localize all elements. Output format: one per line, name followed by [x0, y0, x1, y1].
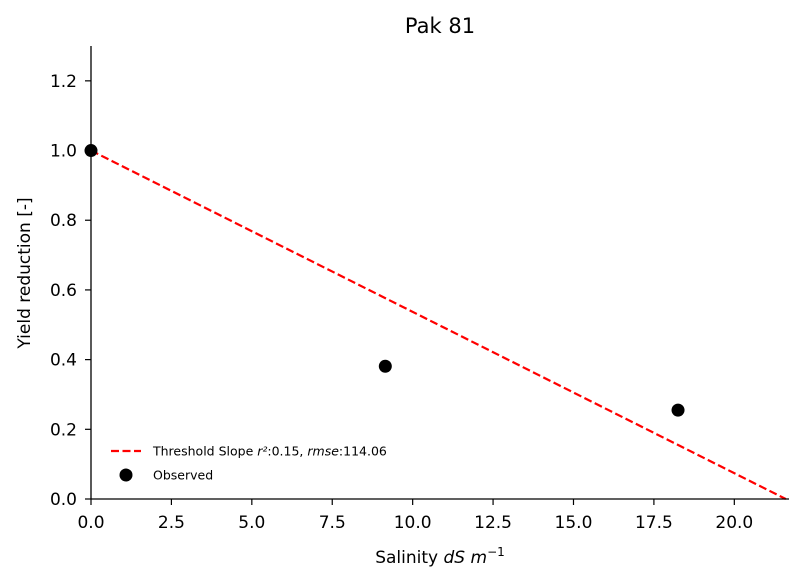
legend-label-threshold-slope: Threshold Slope r²:0.15, rmse:114.06: [152, 444, 387, 459]
x-tick-label: 10.0: [394, 513, 432, 533]
plot-area: [84, 144, 787, 500]
x-axis-label-unit: dS m: [444, 548, 488, 568]
y-tick-label: 1.2: [50, 72, 77, 92]
x-tick-label: 15.0: [555, 513, 593, 533]
x-axis-label-prefix: Salinity: [375, 548, 443, 568]
axes: 0.0 2.5 5.0 7.5 10.0 12.5 15.0 17.5 20.0 0.0 0.2 0.…: [50, 46, 789, 533]
x-tick-label: 20.0: [715, 513, 753, 533]
legend-r2-label: r²: [257, 444, 267, 459]
y-tick-label: 1.0: [50, 142, 77, 162]
x-tick-label: 5.0: [238, 513, 265, 533]
legend: Threshold Slope r²:0.15, rmse:114.06 Obse…: [111, 444, 387, 483]
legend-point-swatch: [119, 468, 133, 482]
x-tick-label: 2.5: [158, 513, 185, 533]
y-tick-label: 0.0: [50, 490, 77, 510]
chart-title: Pak 81: [405, 14, 475, 38]
x-tick-label: 0.0: [77, 513, 104, 533]
y-tick-label: 0.6: [50, 281, 77, 301]
legend-r2-value: :0.15,: [267, 444, 307, 459]
legend-rmse-label: rmse: [307, 444, 339, 459]
legend-label-observed: Observed: [153, 468, 213, 483]
x-axis-label-exponent: −1: [487, 545, 505, 559]
observed-point: [378, 359, 392, 373]
legend-rmse-value: :114.06: [339, 444, 387, 459]
y-tick-label: 0.4: [50, 351, 77, 371]
x-tick-label: 12.5: [474, 513, 512, 533]
threshold-slope-line: [90, 149, 787, 500]
y-axis-label: Yield reduction [-]: [15, 197, 35, 349]
y-tick-label: 0.2: [50, 420, 77, 440]
x-tick-label: 7.5: [319, 513, 346, 533]
observed-point: [671, 403, 685, 417]
x-axis-label: Salinity dS m−1: [375, 545, 505, 568]
legend-text: Threshold Slope: [152, 444, 257, 459]
x-tick-label: 17.5: [635, 513, 673, 533]
y-tick-label: 0.8: [50, 211, 77, 231]
